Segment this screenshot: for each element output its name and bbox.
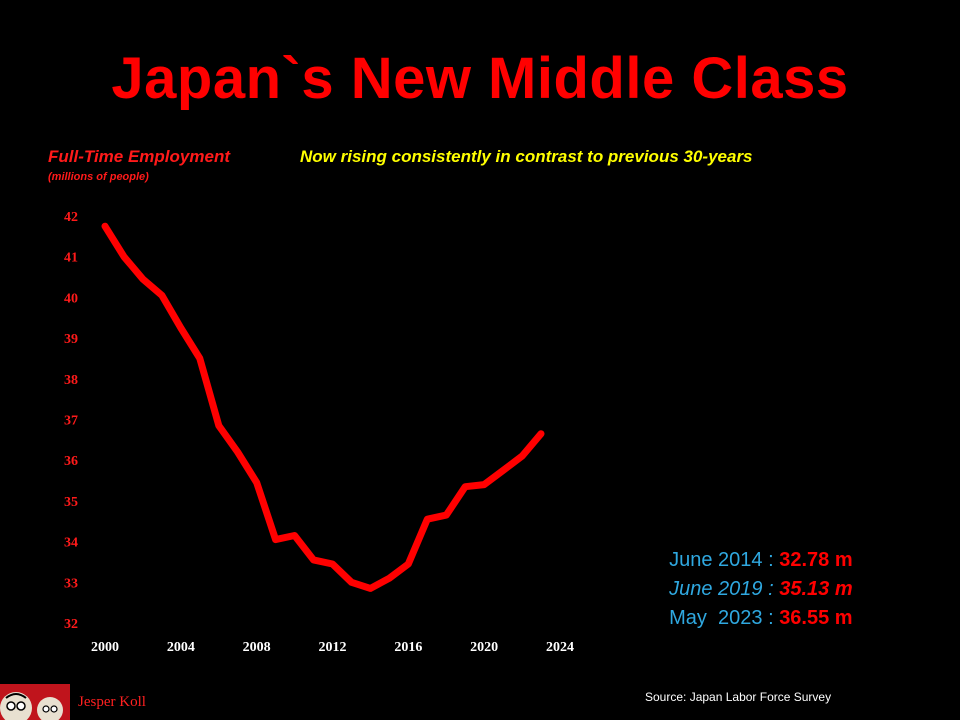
- chart-subtitle: Now rising consistently in contrast to p…: [300, 147, 753, 166]
- x-tick-label: 2004: [167, 640, 195, 655]
- y-tick-label: 35: [64, 495, 78, 510]
- y-tick-label: 42: [64, 210, 78, 225]
- daruma-logo: [0, 684, 70, 720]
- y-tick-label: 36: [64, 454, 78, 469]
- y-tick-label: 33: [64, 576, 78, 591]
- y-tick-label: 34: [64, 536, 78, 551]
- y-axis-label: Full-Time Employment: [48, 147, 230, 166]
- annotation-label: June 2019 :: [669, 578, 780, 600]
- daruma-icon: [0, 692, 63, 720]
- series-line: [101, 222, 545, 592]
- x-tick-label: 2008: [243, 640, 271, 655]
- y-tick-label: 39: [64, 332, 78, 347]
- y-axis-ticks: 32 33 34 35 36 37 38 39 40 41 42: [64, 210, 78, 632]
- x-tick-label: 2012: [319, 640, 347, 655]
- annotation-2014: June 2014 : 32.78 m: [658, 526, 853, 572]
- x-tick-label: 2020: [470, 640, 498, 655]
- y-tick-label: 41: [64, 251, 78, 266]
- author-name: Jesper Koll: [78, 694, 146, 710]
- annotation-value: 35.13 m: [779, 578, 853, 600]
- annotation-label: May 2023 :: [669, 607, 780, 629]
- annotation-2019: June 2019 : 35.13 m: [658, 555, 853, 601]
- y-axis-unit: (millions of people): [48, 171, 149, 183]
- x-axis-ticks: 2000 2004 2008 2012 2016 2020 2024: [91, 640, 574, 655]
- annotation-2023: May 2023 : 36.55 m: [658, 584, 853, 630]
- y-tick-label: 32: [64, 617, 78, 632]
- x-tick-label: 2016: [394, 640, 422, 655]
- page-title: Japan`s New Middle Class: [111, 46, 849, 111]
- x-tick-label: 2000: [91, 640, 119, 655]
- series-lines: [101, 222, 545, 592]
- y-tick-label: 38: [64, 373, 78, 388]
- annotation-value: 32.78 m: [779, 549, 853, 571]
- annotation-value: 36.55 m: [779, 607, 853, 629]
- annotation-label: June 2014 :: [669, 549, 780, 571]
- y-tick-label: 37: [64, 414, 78, 429]
- x-tick-label: 2024: [546, 640, 574, 655]
- source-note: Source: Japan Labor Force Survey: [645, 690, 832, 704]
- y-tick-label: 40: [64, 291, 78, 306]
